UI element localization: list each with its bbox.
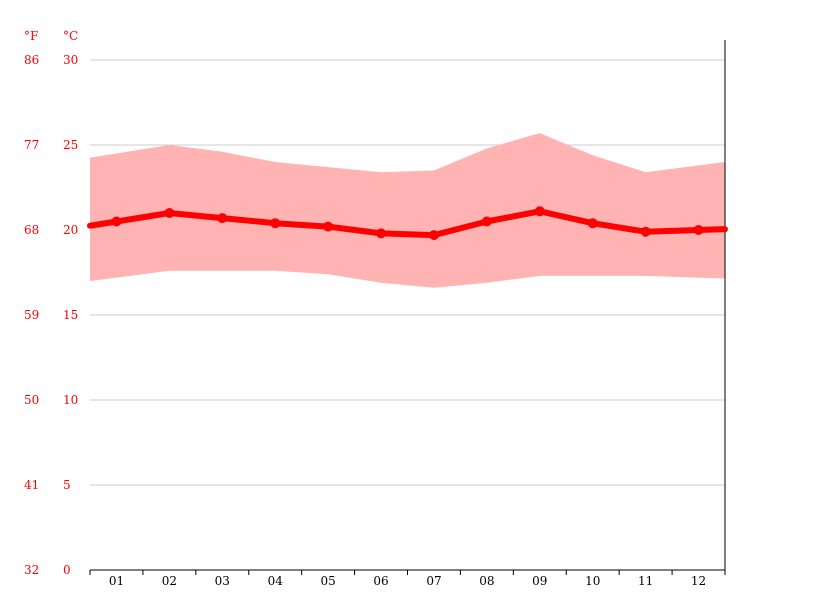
y-tick-celsius: 20 xyxy=(63,223,78,237)
y-tick-fahrenheit: 32 xyxy=(24,563,39,577)
average-temperature-point xyxy=(323,221,334,232)
average-temperature-line xyxy=(87,208,728,239)
y-tick-celsius: 5 xyxy=(63,478,71,492)
y-tick-fahrenheit: 50 xyxy=(24,393,39,407)
x-tick-label: 12 xyxy=(691,574,706,588)
axis-layer xyxy=(89,40,726,575)
x-tick-label: 08 xyxy=(479,574,494,588)
y-tick-celsius: 30 xyxy=(63,53,78,67)
x-tick-label: 10 xyxy=(585,574,600,588)
average-temperature-point xyxy=(376,228,387,239)
x-tick-label: 03 xyxy=(215,574,230,588)
y-tick-celsius: 0 xyxy=(63,563,71,577)
y-tick-celsius: 25 xyxy=(63,138,78,152)
x-tick-label: 02 xyxy=(162,574,177,588)
x-tick-label: 01 xyxy=(109,574,124,588)
y-tick-fahrenheit: 41 xyxy=(24,478,39,492)
average-temperature-point xyxy=(481,216,492,227)
average-temperature-point xyxy=(217,213,228,224)
band-layer xyxy=(90,133,725,288)
line-layer xyxy=(87,206,728,241)
x-tick-label: 05 xyxy=(320,574,335,588)
x-tick-label: 04 xyxy=(268,574,284,588)
y-tick-fahrenheit: 86 xyxy=(24,53,39,67)
x-tick-label: 07 xyxy=(426,574,441,588)
y-tick-celsius: 10 xyxy=(63,393,78,407)
average-temperature-point xyxy=(428,230,439,241)
x-tick-label: 06 xyxy=(373,574,388,588)
average-temperature-point xyxy=(693,225,704,235)
y-tick-fahrenheit: 59 xyxy=(24,308,39,322)
y-tick-fahrenheit: 77 xyxy=(24,138,39,152)
average-temperature-point xyxy=(164,208,175,218)
average-temperature-point xyxy=(534,206,545,217)
average-temperature-point xyxy=(270,218,281,229)
average-temperature-point xyxy=(111,216,122,227)
y-tick-celsius: 15 xyxy=(63,308,78,322)
x-tick-label: 11 xyxy=(638,574,653,588)
x-tick-label: 09 xyxy=(532,574,547,588)
temperature-range-band xyxy=(90,133,725,288)
average-temperature-point xyxy=(587,218,598,229)
fahrenheit-unit-label: °F xyxy=(24,29,38,43)
average-temperature-point xyxy=(640,226,651,237)
label-layer: °F °C 0 32 5 41 10 50 15 59 20 68 25 77 30 86 01 02 03 04… xyxy=(24,29,706,588)
celsius-unit-label: °C xyxy=(63,29,78,43)
y-tick-fahrenheit: 68 xyxy=(24,223,39,237)
